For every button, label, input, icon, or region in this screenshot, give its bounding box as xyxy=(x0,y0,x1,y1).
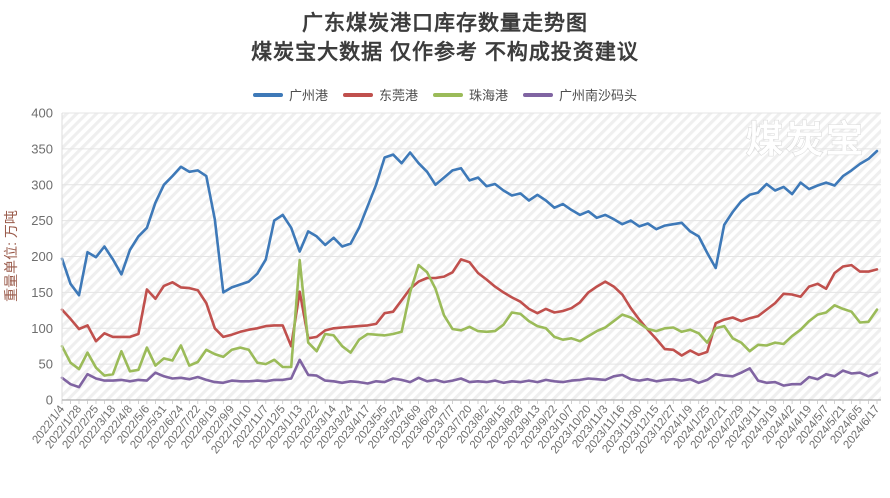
legend-label: 广州南沙码头 xyxy=(559,88,638,103)
y-tick-label: 0 xyxy=(46,393,53,408)
legend-line-icon xyxy=(433,92,463,97)
legend-line-icon xyxy=(342,92,373,97)
series-lines xyxy=(60,149,879,389)
watermark: 煤炭宝 xyxy=(746,119,866,160)
legend-item-zhuhai-port[interactable]: 珠海港 xyxy=(433,85,508,104)
chart-subtitle: 煤炭宝大数据 仅作参考 不构成投资建议 xyxy=(251,41,639,64)
chart-title: 广东煤炭港口库存数量走势图 xyxy=(302,12,588,35)
x-axis-labels: 2022/1/42022/1/282022/2/252022/3/182022/… xyxy=(30,403,882,456)
y-tick-label: 400 xyxy=(31,106,53,121)
series-line-dongguan-port xyxy=(60,258,879,357)
legend-line-icon xyxy=(523,92,554,97)
series-line-guangzhou-port xyxy=(60,149,879,297)
y-tick-label: 100 xyxy=(31,321,53,336)
legend: 广州港 东莞港 珠海港 广州南沙码头 xyxy=(0,85,890,104)
y-tick-label: 200 xyxy=(31,249,53,264)
legend-label: 东莞港 xyxy=(378,88,418,103)
legend-item-dongguan-port[interactable]: 东莞港 xyxy=(342,85,418,104)
y-tick-label: 300 xyxy=(31,177,53,192)
legend-line-icon xyxy=(252,92,283,97)
axes xyxy=(61,113,881,404)
legend-item-guangzhou-port[interactable]: 广州港 xyxy=(252,85,328,104)
legend-label: 珠海港 xyxy=(469,88,509,103)
legend-item-guangzhou-nansha-terminal[interactable]: 广州南沙码头 xyxy=(523,85,637,104)
legend-label: 广州港 xyxy=(288,88,328,103)
y-tick-label: 250 xyxy=(31,213,53,228)
y-axis-title: 重量单位: 万吨 xyxy=(3,210,19,302)
y-tick-label: 350 xyxy=(31,141,53,156)
y-tick-label: 150 xyxy=(31,285,53,300)
y-tick-label: 50 xyxy=(39,357,53,372)
series-line-guangzhou-nansha-terminal xyxy=(60,358,879,389)
y-axis-labels: 0 50 100 150 200 250 300 350 400 xyxy=(31,106,53,408)
series-line-zhuhai-port xyxy=(60,258,879,377)
